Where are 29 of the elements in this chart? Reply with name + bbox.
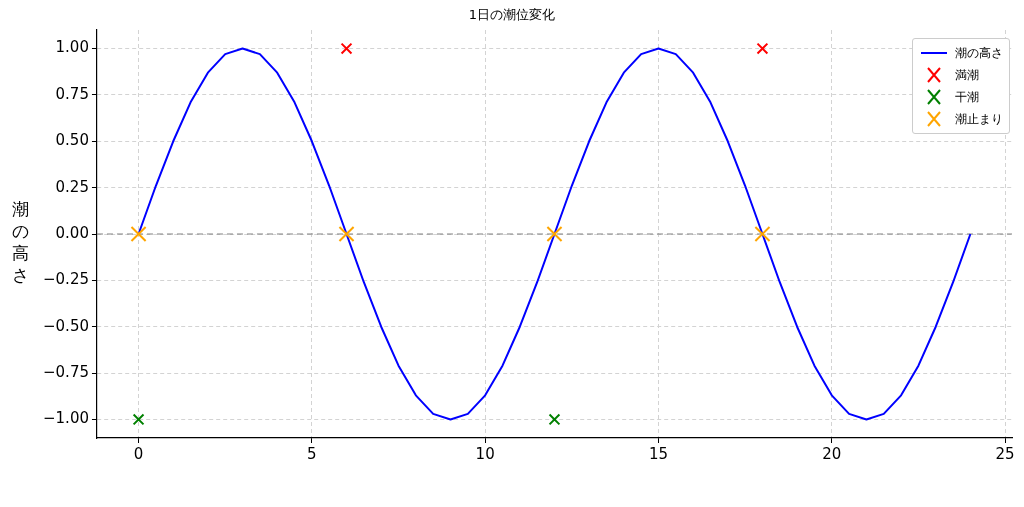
point [132, 413, 145, 426]
y-tick-label: 0.75 [55, 84, 89, 103]
point [340, 42, 353, 55]
point [338, 225, 355, 243]
y-axis-title: 潮の高さ [12, 198, 29, 286]
x-tick-label: 20 [822, 444, 842, 463]
y-tick-label: −1.00 [43, 409, 89, 428]
legend-label: 満潮 [955, 66, 979, 84]
y-tick-label: 0.50 [55, 131, 89, 150]
y-tick-label: 1.00 [55, 38, 89, 57]
legend-label: 潮の高さ [955, 44, 1003, 62]
y-tick-label: 0.00 [55, 223, 89, 242]
legend-label: 潮止まり [955, 110, 1003, 128]
x-tick-label: 0 [133, 444, 144, 463]
legend-label: 干潮 [955, 88, 979, 106]
chart-title: 1日の潮位変化 [467, 6, 557, 24]
y-tick-label: −0.50 [43, 316, 89, 335]
point [130, 225, 147, 243]
point [754, 225, 771, 243]
x-tick-label: 15 [648, 444, 669, 463]
y-tick-label: 0.25 [55, 177, 89, 196]
point [756, 42, 769, 55]
y-tick-label: −0.25 [43, 270, 89, 289]
x-tick-label: 10 [475, 444, 495, 463]
x-tick-label: 5 [307, 444, 317, 463]
y-tick-label: −0.75 [43, 362, 89, 381]
point [548, 413, 561, 426]
point [546, 225, 563, 243]
x-tick-label: 25 [995, 444, 1015, 463]
